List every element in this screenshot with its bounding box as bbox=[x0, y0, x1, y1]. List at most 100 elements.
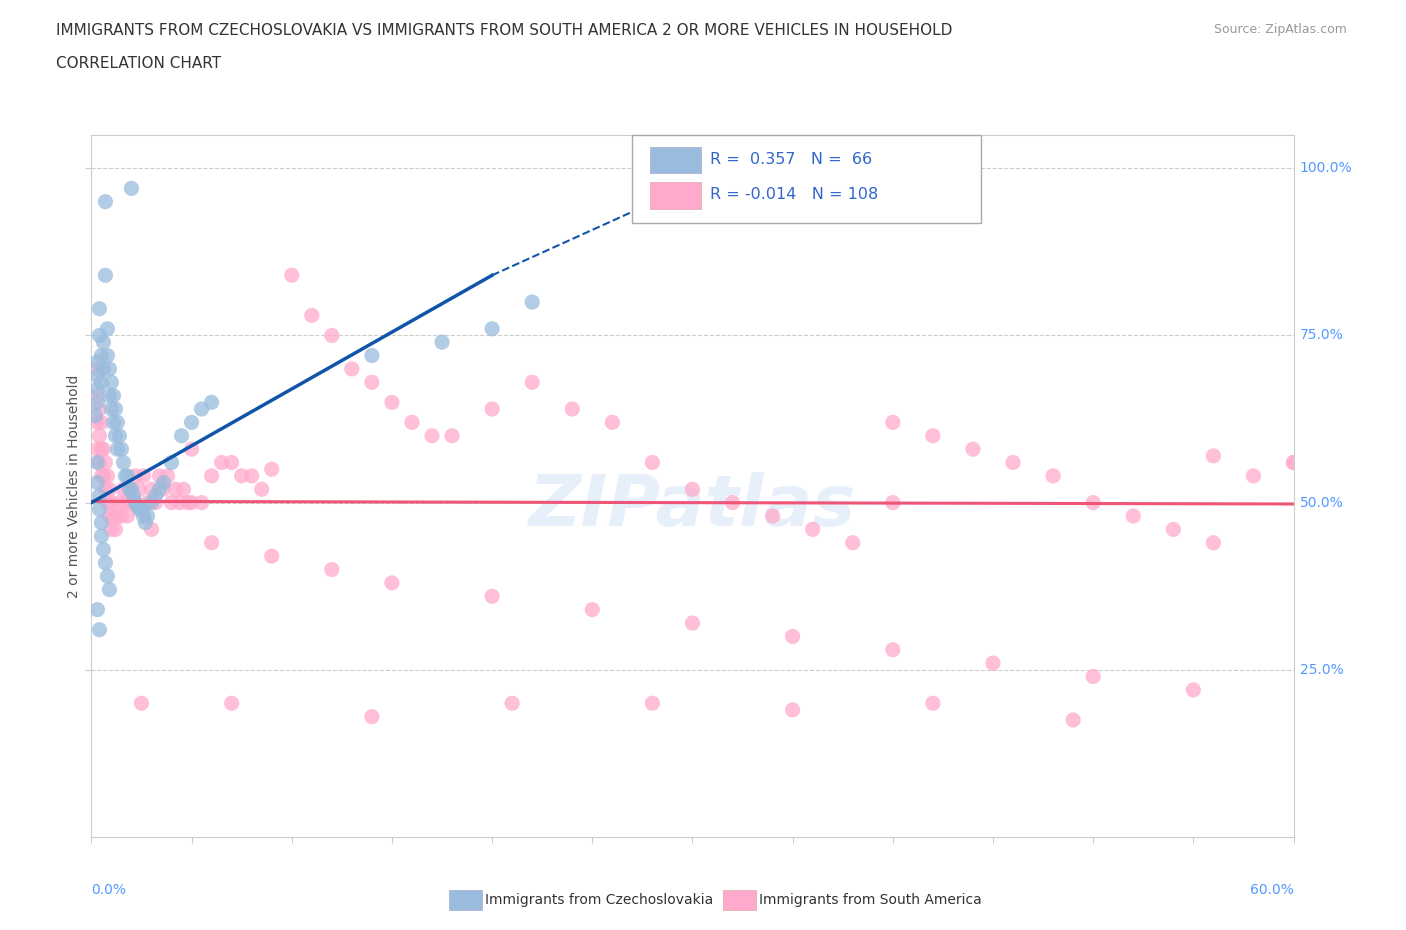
Point bbox=[93, 442, 115, 457]
Text: 25.0%: 25.0% bbox=[1299, 663, 1343, 677]
Point bbox=[782, 629, 804, 644]
Point bbox=[1062, 712, 1084, 727]
Text: ZIPatlas: ZIPatlas bbox=[529, 472, 856, 541]
Point bbox=[93, 335, 115, 350]
Point bbox=[110, 509, 132, 524]
Point bbox=[136, 495, 159, 510]
Point bbox=[148, 482, 170, 497]
Point bbox=[104, 429, 127, 444]
Point bbox=[440, 429, 463, 444]
Point bbox=[145, 488, 167, 503]
Point bbox=[160, 455, 183, 470]
Point bbox=[721, 495, 744, 510]
Point bbox=[100, 495, 122, 510]
Point bbox=[107, 415, 129, 430]
Point bbox=[89, 488, 111, 503]
Point bbox=[782, 702, 804, 717]
Point bbox=[94, 555, 117, 570]
Text: 0.0%: 0.0% bbox=[91, 883, 127, 897]
Point bbox=[762, 509, 785, 524]
Point bbox=[93, 469, 115, 484]
Point bbox=[1202, 536, 1225, 551]
Point bbox=[86, 603, 108, 618]
Point bbox=[110, 442, 132, 457]
Point bbox=[98, 509, 121, 524]
Point bbox=[98, 482, 121, 497]
Point bbox=[112, 455, 135, 470]
Point bbox=[128, 502, 150, 517]
Point bbox=[201, 395, 224, 410]
Text: 60.0%: 60.0% bbox=[1250, 883, 1294, 897]
Point bbox=[156, 469, 179, 484]
Point bbox=[117, 509, 139, 524]
Point bbox=[420, 429, 443, 444]
Point bbox=[962, 442, 984, 457]
Point bbox=[381, 576, 404, 591]
Point bbox=[107, 442, 129, 457]
Text: 100.0%: 100.0% bbox=[1299, 161, 1353, 175]
Point bbox=[103, 509, 125, 524]
Point bbox=[103, 415, 125, 430]
Point bbox=[1083, 495, 1105, 510]
Point bbox=[1243, 469, 1265, 484]
Point bbox=[170, 429, 193, 444]
Point bbox=[190, 402, 212, 417]
Point bbox=[681, 482, 703, 497]
Point bbox=[128, 482, 150, 497]
Point bbox=[148, 469, 170, 484]
Point bbox=[100, 402, 122, 417]
Point bbox=[641, 455, 664, 470]
Point bbox=[107, 509, 129, 524]
Point bbox=[112, 482, 135, 497]
Point bbox=[231, 469, 253, 484]
Point bbox=[89, 301, 111, 316]
Point bbox=[131, 696, 153, 711]
Point bbox=[176, 495, 198, 510]
Point bbox=[430, 335, 453, 350]
Point bbox=[104, 402, 127, 417]
Point bbox=[281, 268, 304, 283]
Text: Source: ZipAtlas.com: Source: ZipAtlas.com bbox=[1213, 23, 1347, 36]
Point bbox=[89, 402, 111, 417]
Point bbox=[250, 482, 273, 497]
Point bbox=[118, 482, 141, 497]
Point bbox=[160, 495, 183, 510]
Point bbox=[1282, 455, 1305, 470]
Point bbox=[501, 696, 523, 711]
Point bbox=[127, 498, 149, 513]
Text: IMMIGRANTS FROM CZECHOSLOVAKIA VS IMMIGRANTS FROM SOUTH AMERICA 2 OR MORE VEHICL: IMMIGRANTS FROM CZECHOSLOVAKIA VS IMMIGR… bbox=[56, 23, 953, 38]
Text: 75.0%: 75.0% bbox=[1299, 328, 1343, 342]
Point bbox=[165, 482, 187, 497]
Point bbox=[922, 429, 945, 444]
Point bbox=[86, 475, 108, 490]
Point bbox=[134, 515, 156, 530]
Point bbox=[360, 348, 382, 363]
Point bbox=[190, 495, 212, 510]
Point bbox=[96, 322, 118, 337]
Point bbox=[100, 375, 122, 390]
Point bbox=[152, 482, 174, 497]
Point bbox=[94, 455, 117, 470]
Point bbox=[89, 622, 111, 637]
Point bbox=[86, 354, 108, 369]
Point bbox=[114, 469, 136, 484]
Text: 50.0%: 50.0% bbox=[1299, 496, 1343, 510]
Point bbox=[108, 495, 131, 510]
Point bbox=[89, 429, 111, 444]
Point bbox=[90, 515, 112, 530]
Point bbox=[602, 415, 624, 430]
Text: R =  0.357   N =  66: R = 0.357 N = 66 bbox=[710, 152, 873, 166]
Point bbox=[86, 455, 108, 470]
Point bbox=[108, 429, 131, 444]
Point bbox=[681, 616, 703, 631]
Point bbox=[169, 495, 191, 510]
Point bbox=[641, 696, 664, 711]
Point bbox=[90, 348, 112, 363]
Point bbox=[96, 569, 118, 584]
Point bbox=[922, 696, 945, 711]
Point bbox=[121, 181, 143, 196]
Point bbox=[180, 495, 202, 510]
Point bbox=[84, 408, 107, 423]
Point bbox=[90, 528, 112, 543]
Point bbox=[117, 469, 139, 484]
